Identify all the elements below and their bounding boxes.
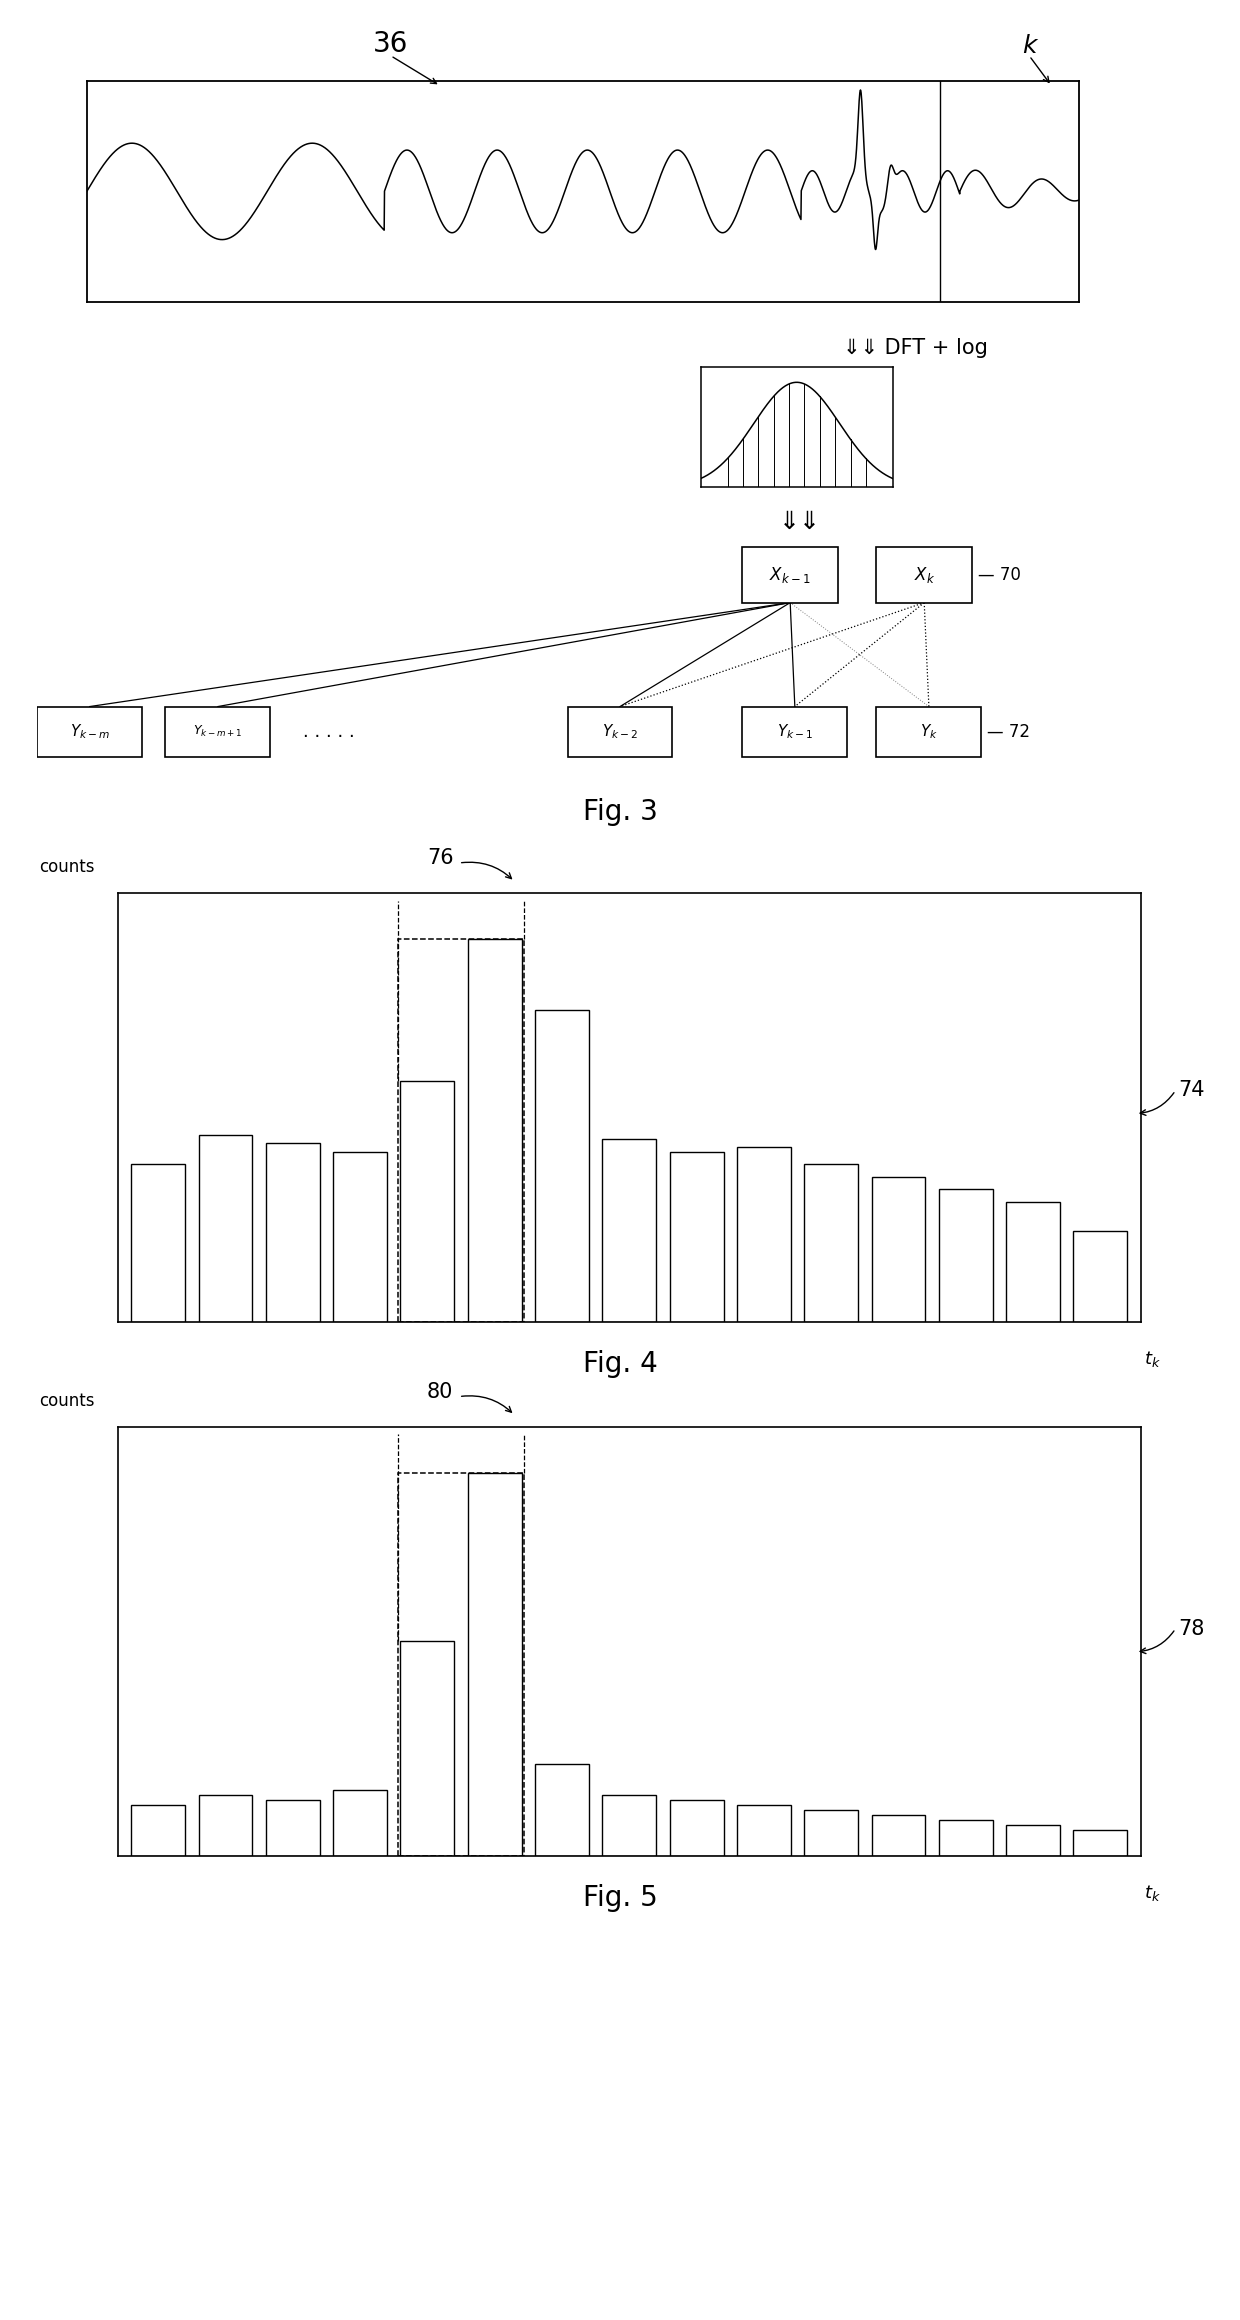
Text: 80: 80: [427, 1383, 454, 1401]
Bar: [670, 1800, 723, 1856]
Bar: [265, 1144, 320, 1322]
Bar: [743, 548, 838, 603]
Text: — 72: — 72: [987, 724, 1030, 740]
Text: 76: 76: [427, 849, 454, 868]
Bar: [198, 1134, 253, 1322]
Bar: [939, 1190, 993, 1322]
Bar: [603, 1796, 656, 1856]
Bar: [198, 1796, 253, 1856]
Bar: [1074, 1830, 1127, 1856]
Bar: [805, 1810, 858, 1856]
Text: $Y_{k-m}$: $Y_{k-m}$: [69, 722, 110, 740]
Text: 74: 74: [1178, 1081, 1204, 1100]
Text: 78: 78: [1178, 1619, 1204, 1638]
Text: $X_{k-1}$: $X_{k-1}$: [770, 566, 811, 585]
Text: . . . . .: . . . . .: [303, 724, 355, 740]
Bar: [877, 548, 972, 603]
Bar: [467, 940, 522, 1322]
Bar: [536, 1763, 589, 1856]
Bar: [737, 1805, 791, 1856]
Bar: [568, 708, 672, 756]
Text: $t_k$: $t_k$: [1145, 1350, 1161, 1369]
Bar: [877, 708, 981, 756]
Bar: [334, 1151, 387, 1322]
Text: $Y_k$: $Y_k$: [920, 722, 937, 740]
Bar: [265, 1800, 320, 1856]
Bar: [1006, 1202, 1060, 1322]
Bar: [670, 1151, 723, 1322]
Bar: [165, 708, 270, 756]
Text: $Y_{k-2}$: $Y_{k-2}$: [601, 722, 639, 740]
Bar: [37, 708, 143, 756]
Y-axis label: counts: counts: [38, 858, 94, 877]
Bar: [467, 1473, 522, 1856]
Text: ⇓⇓ DFT + log: ⇓⇓ DFT + log: [843, 339, 988, 357]
Bar: [131, 1805, 185, 1856]
Text: Fig. 5: Fig. 5: [583, 1884, 657, 1912]
Bar: [536, 1009, 589, 1322]
Bar: [1074, 1232, 1127, 1322]
Text: — 70: — 70: [978, 566, 1021, 585]
Bar: [737, 1148, 791, 1322]
Bar: [872, 1176, 925, 1322]
Bar: [398, 940, 525, 1322]
Text: 36: 36: [373, 30, 408, 58]
Text: $Y_{k-m+1}$: $Y_{k-m+1}$: [193, 724, 243, 740]
Text: $t_k$: $t_k$: [1145, 1884, 1161, 1902]
Bar: [805, 1165, 858, 1322]
Text: ⇓⇓: ⇓⇓: [779, 510, 821, 534]
Bar: [872, 1814, 925, 1856]
Text: $Y_{k-1}$: $Y_{k-1}$: [776, 722, 813, 740]
Bar: [334, 1789, 387, 1856]
Y-axis label: counts: counts: [38, 1392, 94, 1411]
Bar: [939, 1821, 993, 1856]
Bar: [1006, 1826, 1060, 1856]
Bar: [603, 1139, 656, 1322]
Bar: [131, 1165, 185, 1322]
Text: k: k: [1022, 35, 1037, 58]
Bar: [401, 1081, 454, 1322]
Text: Fig. 4: Fig. 4: [583, 1350, 657, 1378]
Text: Fig. 3: Fig. 3: [583, 798, 657, 826]
Bar: [398, 1473, 525, 1856]
Bar: [743, 708, 847, 756]
Text: $X_k$: $X_k$: [914, 566, 935, 585]
Bar: [401, 1643, 454, 1856]
